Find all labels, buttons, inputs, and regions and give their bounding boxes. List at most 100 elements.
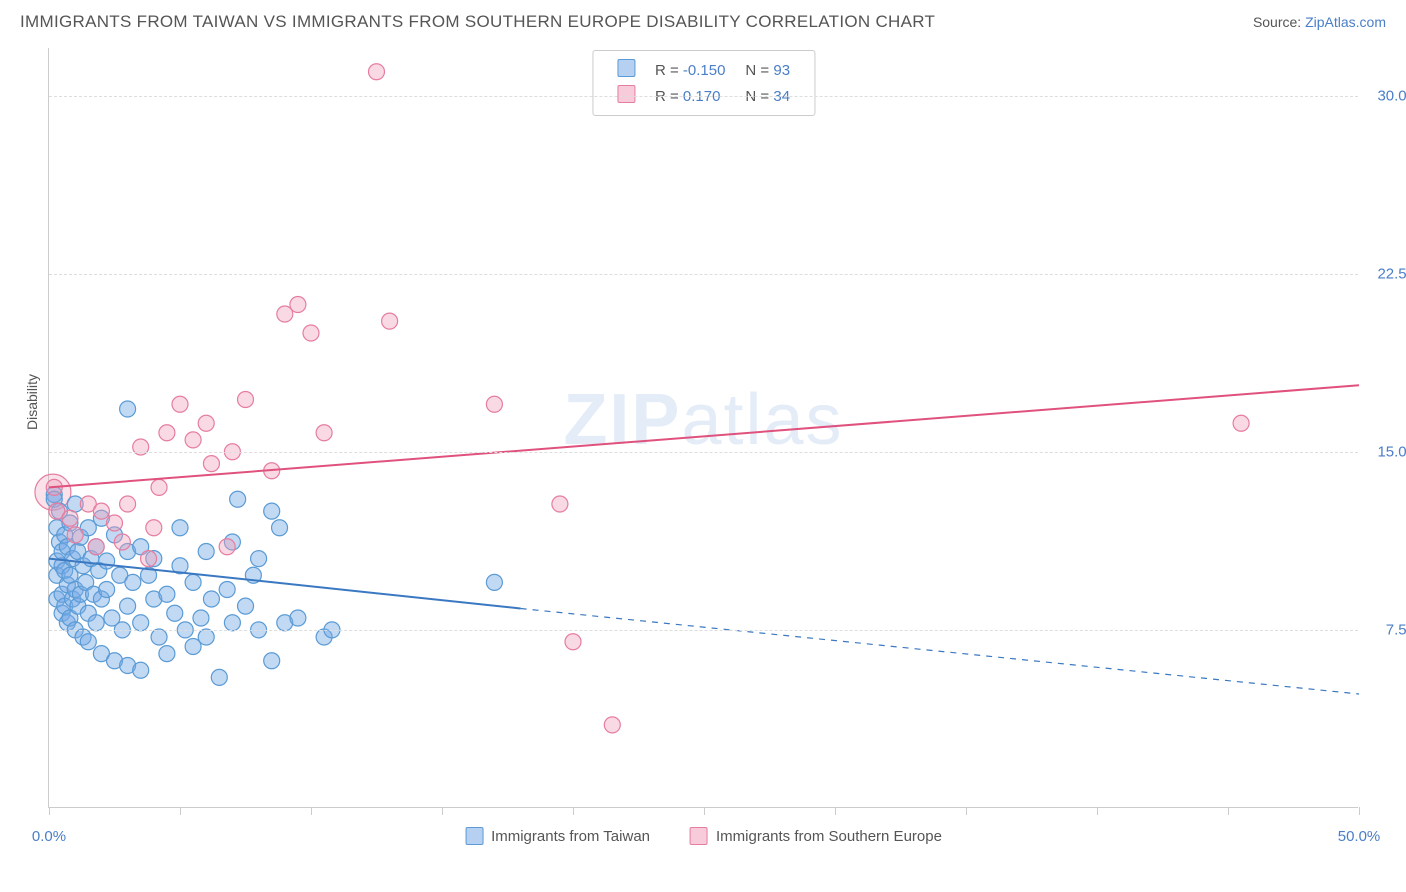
- xtick: [704, 807, 705, 815]
- scatter-point: [238, 392, 254, 408]
- r-label-0: R =: [655, 62, 679, 79]
- scatter-point: [93, 503, 109, 519]
- scatter-point: [1233, 415, 1249, 431]
- gridline: [49, 274, 1358, 275]
- scatter-point: [114, 534, 130, 550]
- scatter-point: [172, 396, 188, 412]
- n-label-0: N =: [745, 62, 769, 79]
- chart-header: IMMIGRANTS FROM TAIWAN VS IMMIGRANTS FRO…: [0, 0, 1406, 36]
- scatter-point: [272, 520, 288, 536]
- ytick-label: 7.5%: [1364, 621, 1406, 638]
- scatter-point: [238, 598, 254, 614]
- stats-swatch-0: [617, 59, 635, 77]
- scatter-point: [264, 503, 280, 519]
- r-value-0: -0.150: [683, 62, 726, 79]
- source-label: Source: ZipAtlas.com: [1253, 14, 1386, 30]
- scatter-point: [120, 598, 136, 614]
- legend-swatch-1: [690, 827, 708, 845]
- scatter-point: [219, 539, 235, 555]
- xtick-label: 0.0%: [32, 828, 66, 845]
- legend-label-0: Immigrants from Taiwan: [491, 828, 650, 845]
- scatter-point: [80, 634, 96, 650]
- scatter-point: [251, 551, 267, 567]
- ytick-label: 30.0%: [1364, 87, 1406, 104]
- gridline: [49, 96, 1358, 97]
- scatter-point: [151, 479, 167, 495]
- xtick: [180, 807, 181, 815]
- xtick: [1359, 807, 1360, 815]
- scatter-point: [88, 615, 104, 631]
- source-prefix: Source:: [1253, 14, 1305, 30]
- scatter-point: [486, 396, 502, 412]
- scatter-chart: ZIPatlas R = -0.150 N = 93 R = 0.170 N =…: [48, 48, 1358, 808]
- scatter-point: [62, 510, 78, 526]
- source-link[interactable]: ZipAtlas.com: [1305, 14, 1386, 30]
- legend-item-1: Immigrants from Southern Europe: [690, 827, 942, 845]
- scatter-point: [211, 669, 227, 685]
- scatter-point: [141, 551, 157, 567]
- xtick: [966, 807, 967, 815]
- scatter-point: [382, 313, 398, 329]
- stats-legend: R = -0.150 N = 93 R = 0.170 N = 34: [592, 50, 815, 116]
- scatter-point: [290, 610, 306, 626]
- scatter-point: [198, 544, 214, 560]
- scatter-point: [198, 629, 214, 645]
- scatter-point: [99, 582, 115, 598]
- xtick: [49, 807, 50, 815]
- scatter-point: [303, 325, 319, 341]
- scatter-point: [67, 527, 83, 543]
- xtick: [573, 807, 574, 815]
- legend-label-1: Immigrants from Southern Europe: [716, 828, 942, 845]
- scatter-point: [193, 610, 209, 626]
- chart-title: IMMIGRANTS FROM TAIWAN VS IMMIGRANTS FRO…: [20, 12, 935, 32]
- xtick-label: 50.0%: [1338, 828, 1381, 845]
- gridline: [49, 630, 1358, 631]
- xtick: [442, 807, 443, 815]
- scatter-point: [264, 653, 280, 669]
- stats-row-0: R = -0.150 N = 93: [607, 57, 800, 83]
- scatter-point: [369, 64, 385, 80]
- trend-line-dashed: [521, 609, 1359, 695]
- scatter-point: [316, 425, 332, 441]
- scatter-point: [107, 515, 123, 531]
- scatter-point: [290, 297, 306, 313]
- scatter-point: [133, 615, 149, 631]
- scatter-point: [125, 574, 141, 590]
- scatter-point: [120, 496, 136, 512]
- scatter-point: [133, 662, 149, 678]
- scatter-point: [159, 646, 175, 662]
- scatter-point: [159, 425, 175, 441]
- scatter-point: [185, 432, 201, 448]
- scatter-point: [99, 553, 115, 569]
- scatter-point: [146, 520, 162, 536]
- scatter-point: [88, 539, 104, 555]
- stats-swatch-1: [617, 85, 635, 103]
- bottom-legend: Immigrants from Taiwan Immigrants from S…: [465, 827, 942, 845]
- scatter-point: [604, 717, 620, 733]
- scatter-point: [167, 605, 183, 621]
- scatter-point: [185, 574, 201, 590]
- scatter-point: [224, 615, 240, 631]
- legend-item-0: Immigrants from Taiwan: [465, 827, 650, 845]
- scatter-point: [172, 520, 188, 536]
- gridline: [49, 452, 1358, 453]
- scatter-point: [203, 456, 219, 472]
- plot-svg: [49, 48, 1358, 807]
- scatter-point: [198, 415, 214, 431]
- ytick-label: 15.0%: [1364, 443, 1406, 460]
- xtick: [1228, 807, 1229, 815]
- scatter-point: [486, 574, 502, 590]
- scatter-point: [151, 629, 167, 645]
- xtick: [1097, 807, 1098, 815]
- scatter-point: [219, 582, 235, 598]
- scatter-point: [203, 591, 219, 607]
- scatter-point: [230, 491, 246, 507]
- scatter-point: [120, 401, 136, 417]
- scatter-point: [159, 586, 175, 602]
- n-value-0: 93: [773, 62, 790, 79]
- xtick: [311, 807, 312, 815]
- scatter-point: [565, 634, 581, 650]
- legend-swatch-0: [465, 827, 483, 845]
- ytick-label: 22.5%: [1364, 265, 1406, 282]
- y-axis-label: Disability: [24, 374, 40, 430]
